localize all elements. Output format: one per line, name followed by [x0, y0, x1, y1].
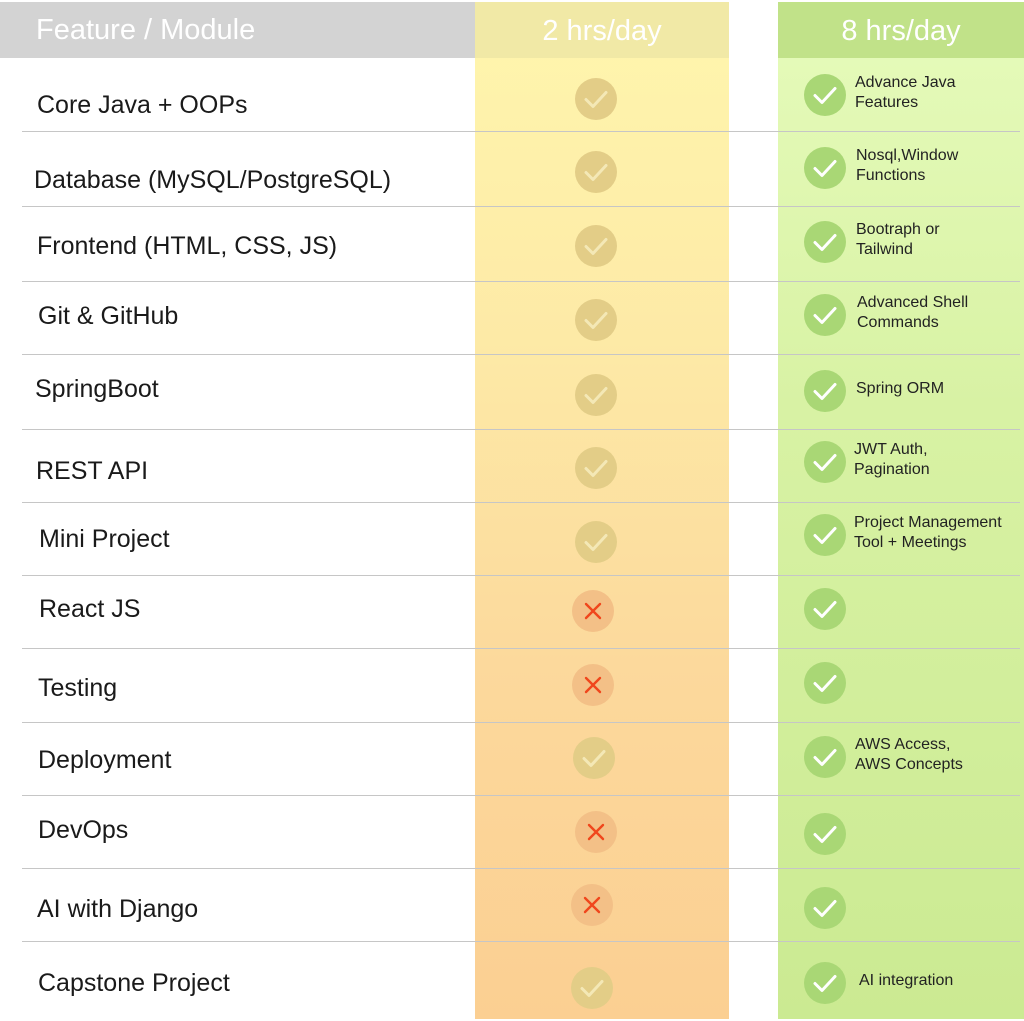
cross-icon: [575, 811, 617, 853]
row-divider: [22, 502, 1020, 503]
row-divider: [22, 206, 1020, 207]
check-icon: [804, 370, 846, 412]
cross-icon: [572, 590, 614, 632]
module-label: AI with Django: [37, 895, 199, 923]
module-label: Testing: [38, 674, 118, 702]
plan-8h-note: Bootraph or Tailwind: [856, 221, 940, 258]
check-icon: [575, 299, 617, 341]
module-label: Frontend (HTML, CSS, JS): [37, 232, 338, 260]
plan-8h-note: Advance Java Features: [855, 74, 956, 111]
row-divider: [22, 648, 1020, 649]
check-icon: [575, 151, 617, 193]
row-divider: [22, 131, 1020, 132]
header-2-hrs-label: 2 hrs/day: [542, 15, 662, 47]
row-divider: [22, 941, 1020, 942]
check-icon: [804, 813, 846, 855]
check-icon: [804, 147, 846, 189]
check-icon: [804, 662, 846, 704]
check-icon: [575, 447, 617, 489]
check-icon: [804, 514, 846, 556]
module-label: React JS: [39, 595, 141, 623]
plan-8h-note: Advanced Shell Commands: [857, 294, 969, 331]
module-label: Deployment: [38, 746, 172, 774]
row-divider: [22, 795, 1020, 796]
header-8-hrs-label: 8 hrs/day: [841, 15, 961, 47]
cross-icon: [571, 884, 613, 926]
cross-icon: [572, 664, 614, 706]
table-header: Feature / Module: [0, 2, 475, 58]
header-2-hrs: 2 hrs/day: [475, 2, 729, 58]
row-divider: [22, 281, 1020, 282]
row-divider: [22, 429, 1020, 430]
check-icon: [804, 441, 846, 483]
row-divider: [22, 575, 1020, 576]
module-label: Git & GitHub: [38, 302, 179, 330]
check-icon: [804, 588, 846, 630]
plan-8h-note: AI integration: [859, 972, 954, 989]
check-icon: [575, 521, 617, 563]
check-icon: [804, 887, 846, 929]
check-icon: [804, 962, 846, 1004]
check-icon: [575, 225, 617, 267]
header-8-hrs: 8 hrs/day: [778, 2, 1024, 58]
header-feature-label: Feature / Module: [36, 14, 256, 46]
row-divider: [22, 354, 1020, 355]
module-label: SpringBoot: [35, 375, 159, 403]
check-icon: [575, 374, 617, 416]
row-divider: [22, 722, 1020, 723]
module-label: Capstone Project: [38, 969, 230, 997]
module-label: DevOps: [38, 816, 129, 844]
plan-8h-note: Nosql,Window Functions: [856, 147, 959, 184]
check-icon: [804, 294, 846, 336]
check-icon: [571, 967, 613, 1009]
plan-8h-note: Spring ORM: [856, 380, 945, 397]
module-label: REST API: [36, 457, 149, 485]
plan-8h-note: JWT Auth, Pagination: [854, 441, 930, 478]
row-divider: [22, 868, 1020, 869]
module-label: Core Java + OOPs: [37, 91, 248, 119]
plan-8h-note: AWS Access, AWS Concepts: [855, 736, 963, 773]
module-label: Database (MySQL/PostgreSQL): [34, 166, 392, 194]
module-label: Mini Project: [39, 525, 170, 553]
check-icon: [804, 736, 846, 778]
check-icon: [575, 78, 617, 120]
plan-8h-note: Project Management Tool + Meetings: [854, 514, 1002, 551]
check-icon: [804, 74, 846, 116]
check-icon: [573, 737, 615, 779]
check-icon: [804, 221, 846, 263]
